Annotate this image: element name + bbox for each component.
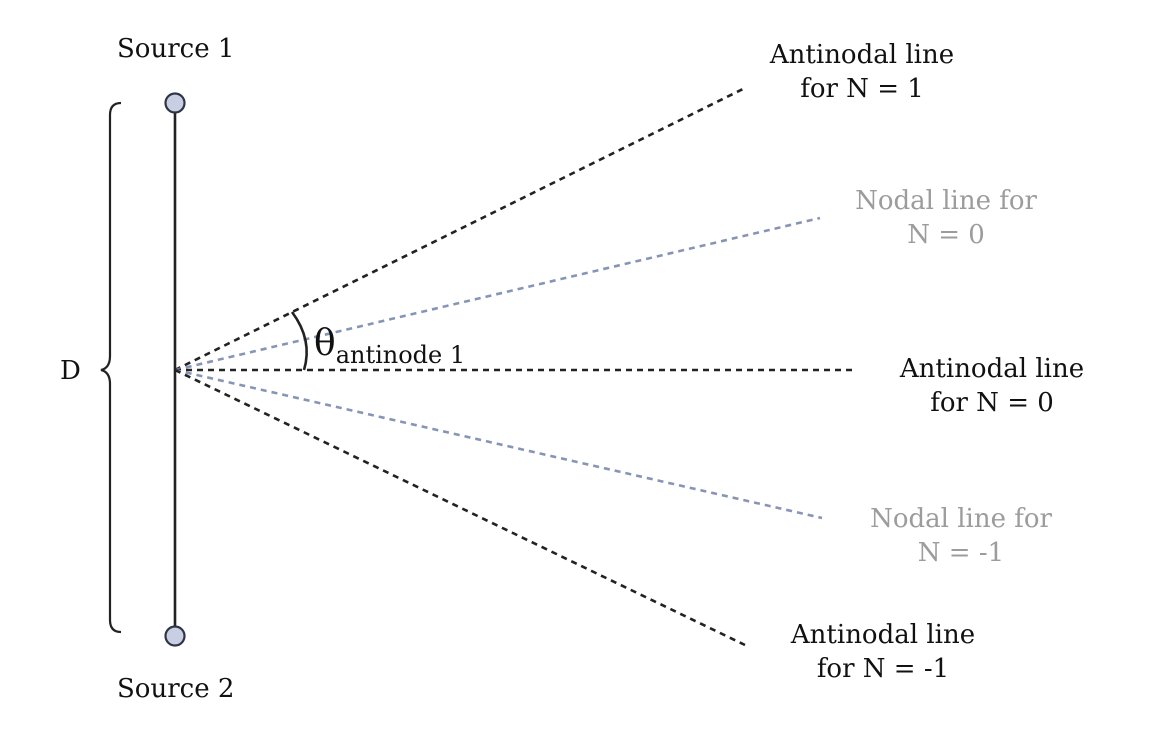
antinodal-line-nm1 xyxy=(174,368,746,647)
antinodal-line-n0-label-line1: Antinodal line xyxy=(899,354,1085,384)
source-1-label: Source 1 xyxy=(117,34,235,64)
antinodal-line-nm1-label: Antinodal line for N = -1 xyxy=(763,618,1003,686)
nodal-line-nm1 xyxy=(174,368,823,520)
separation-label: D xyxy=(60,356,81,386)
antinodal-line-n1-label-line1: Antinodal line xyxy=(769,40,955,70)
source-2-dot xyxy=(164,625,186,647)
antinodal-line-n1-label-line2: for N = 1 xyxy=(800,74,924,104)
nodal-line-nm1-label: Nodal line for N = -1 xyxy=(841,502,1081,570)
nodal-line-nm1-label-line1: Nodal line for xyxy=(870,504,1052,534)
nodal-line-n0-label-line1: Nodal line for xyxy=(855,186,1037,216)
source-1-dot xyxy=(164,92,186,114)
antinodal-line-n0-label-line2: for N = 0 xyxy=(930,388,1054,418)
nodal-line-nm1-label-line2: N = -1 xyxy=(917,538,1005,568)
nodal-line-n0-label: Nodal line for N = 0 xyxy=(826,184,1066,252)
separation-bracket xyxy=(100,101,122,634)
antinodal-line-n0-label: Antinodal line for N = 0 xyxy=(872,352,1112,420)
antinodal-line-nm1-label-line2: for N = -1 xyxy=(816,654,950,684)
angle-symbol: θ xyxy=(314,323,336,364)
antinodal-line-nm1-label-line1: Antinodal line xyxy=(790,620,976,650)
nodal-line-n0 xyxy=(174,216,821,372)
antinodal-line-n1 xyxy=(174,86,746,372)
source-2-label: Source 2 xyxy=(117,674,235,704)
nodal-line-n0-label-line2: N = 0 xyxy=(907,220,985,250)
antinodal-line-n1-label: Antinodal line for N = 1 xyxy=(742,38,982,106)
angle-label: θantinode 1 xyxy=(314,323,465,370)
angle-arc xyxy=(290,311,308,371)
angle-subscript: antinode 1 xyxy=(335,341,466,369)
